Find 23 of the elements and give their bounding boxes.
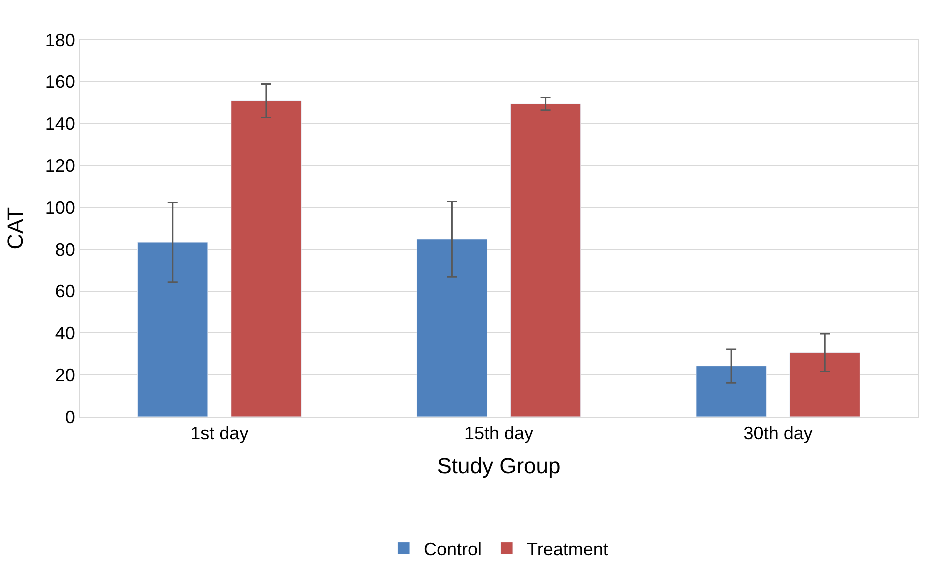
bar — [231, 100, 302, 417]
bar — [416, 239, 488, 417]
y-tick-label: 80 — [55, 240, 76, 260]
y-tick-label: 140 — [45, 114, 76, 134]
y-tick-label: 180 — [45, 30, 76, 50]
bar — [138, 242, 208, 417]
y-tick-label: 40 — [55, 324, 76, 344]
y-tick-label: 120 — [45, 156, 76, 176]
y-tick-label: 20 — [55, 365, 76, 386]
x-tick-label: 30th day — [744, 424, 813, 444]
bar — [790, 352, 860, 417]
y-tick-label: 100 — [45, 198, 76, 218]
legend-label: Control — [424, 539, 482, 560]
x-axis-title: Study Group — [437, 454, 561, 478]
x-tick-label: 1st day — [190, 424, 249, 444]
y-axis-title: CAT — [3, 207, 28, 250]
y-tick-label: 60 — [55, 282, 76, 302]
y-tick-label: 160 — [45, 72, 76, 92]
legend-label: Treatment — [527, 539, 608, 560]
x-tick-label: 15th day — [464, 424, 534, 444]
bar — [510, 104, 582, 417]
bar — [696, 366, 767, 417]
y-tick-label: 0 — [65, 407, 76, 428]
